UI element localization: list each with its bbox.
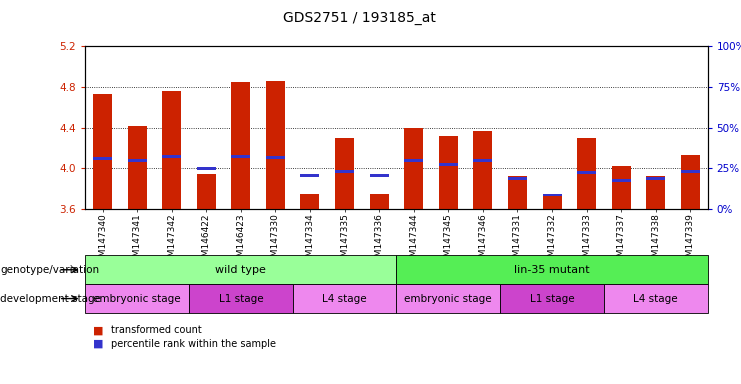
Bar xyxy=(300,194,319,209)
Text: embryonic stage: embryonic stage xyxy=(93,293,181,304)
Bar xyxy=(196,174,216,209)
Bar xyxy=(93,157,112,160)
Bar xyxy=(681,170,700,173)
Bar xyxy=(266,156,285,159)
Bar xyxy=(162,155,181,157)
Text: L1 stage: L1 stage xyxy=(219,293,263,304)
Text: embryonic stage: embryonic stage xyxy=(405,293,492,304)
Text: L1 stage: L1 stage xyxy=(530,293,574,304)
Text: lin-35 mutant: lin-35 mutant xyxy=(514,265,590,275)
Bar xyxy=(335,138,354,209)
Bar xyxy=(439,163,458,166)
Text: L4 stage: L4 stage xyxy=(634,293,678,304)
Bar xyxy=(439,136,458,209)
Bar xyxy=(681,155,700,209)
Bar xyxy=(404,159,423,162)
Text: ■: ■ xyxy=(93,339,103,349)
Bar xyxy=(127,159,147,162)
Bar xyxy=(542,194,562,196)
Bar xyxy=(231,82,250,209)
Bar xyxy=(646,175,665,209)
Bar xyxy=(473,159,492,162)
Bar xyxy=(542,196,562,209)
Bar xyxy=(611,179,631,182)
Bar xyxy=(404,127,423,209)
Bar xyxy=(473,131,492,209)
Text: transformed count: transformed count xyxy=(111,325,202,335)
Bar xyxy=(508,177,527,180)
Text: L4 stage: L4 stage xyxy=(322,293,367,304)
Bar xyxy=(266,81,285,209)
Bar xyxy=(93,94,112,209)
Bar xyxy=(162,91,181,209)
Bar xyxy=(300,174,319,177)
Text: ■: ■ xyxy=(93,325,103,335)
Bar xyxy=(646,177,665,180)
Bar xyxy=(508,175,527,209)
Bar xyxy=(127,126,147,209)
Bar xyxy=(231,155,250,157)
Bar xyxy=(370,174,388,177)
Text: wild type: wild type xyxy=(216,265,266,275)
Bar xyxy=(196,167,216,170)
Bar xyxy=(577,171,596,174)
Text: percentile rank within the sample: percentile rank within the sample xyxy=(111,339,276,349)
Text: genotype/variation: genotype/variation xyxy=(0,265,99,275)
Bar xyxy=(577,138,596,209)
Text: development stage: development stage xyxy=(0,293,101,304)
Bar xyxy=(611,166,631,209)
Bar xyxy=(370,194,388,209)
Bar xyxy=(335,170,354,173)
Text: GDS2751 / 193185_at: GDS2751 / 193185_at xyxy=(283,11,436,25)
